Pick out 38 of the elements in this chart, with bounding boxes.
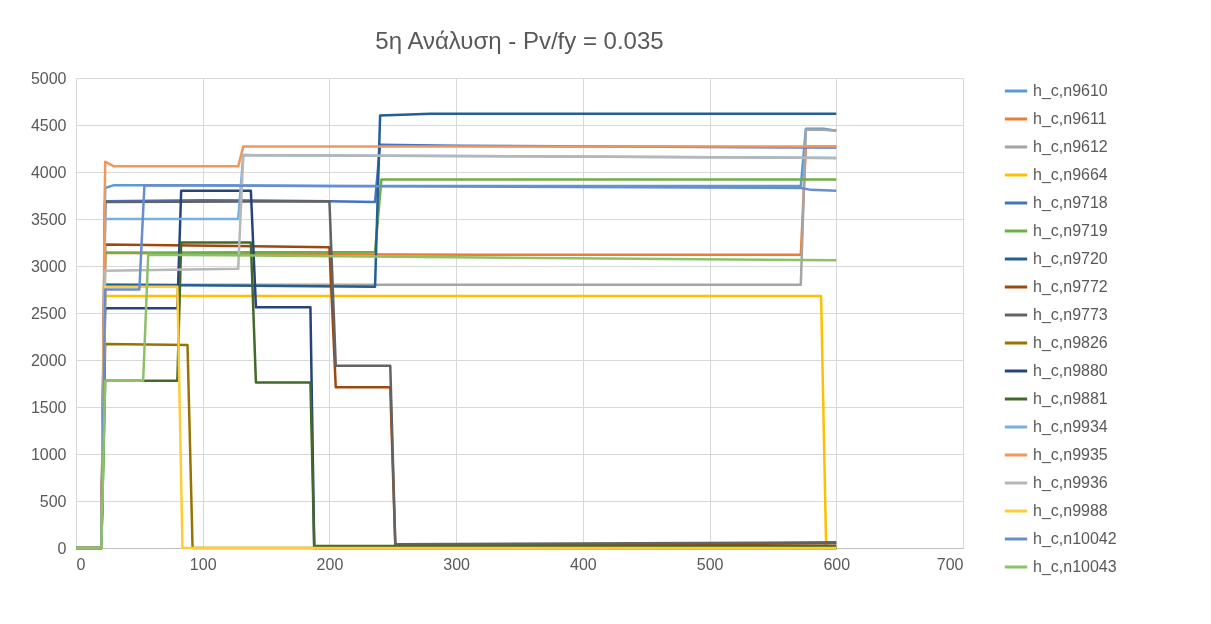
x-tick-label: 400 bbox=[570, 555, 597, 573]
y-tick-label: 2000 bbox=[30, 351, 67, 369]
legend-label: h_c,n9611 bbox=[1033, 110, 1107, 128]
x-tick-label: 600 bbox=[823, 555, 851, 573]
legend-label: h_c,n9720 bbox=[1033, 250, 1108, 268]
y-tick-label: 1500 bbox=[30, 398, 67, 416]
legend-label: h_c,n9880 bbox=[1033, 362, 1108, 380]
legend-label: h_c,n9988 bbox=[1033, 502, 1108, 520]
legend-label: h_c,n10043 bbox=[1033, 558, 1117, 576]
y-tick-label: 5000 bbox=[30, 69, 67, 87]
legend-label: h_c,n9934 bbox=[1033, 418, 1108, 436]
y-tick-label: 4000 bbox=[30, 163, 67, 181]
y-tick-label: 4500 bbox=[30, 116, 67, 134]
y-tick-label: 2500 bbox=[30, 304, 67, 322]
legend-label: h_c,n9773 bbox=[1033, 306, 1108, 324]
y-tick-label: 0 bbox=[57, 539, 67, 557]
y-tick-label: 3500 bbox=[30, 210, 67, 228]
legend-label: h_c,n9719 bbox=[1033, 222, 1108, 240]
legend-label: h_c,n9612 bbox=[1033, 138, 1108, 156]
legend-label: h_c,n9610 bbox=[1033, 82, 1108, 100]
y-tick-label: 3000 bbox=[30, 257, 67, 275]
x-tick-label: 700 bbox=[936, 555, 964, 573]
legend-label: h_c,n9664 bbox=[1033, 166, 1108, 184]
x-tick-label: 100 bbox=[189, 555, 217, 573]
x-tick-label: 500 bbox=[696, 555, 724, 573]
legend-label: h_c,n9881 bbox=[1033, 390, 1108, 408]
y-tick-label: 500 bbox=[39, 492, 67, 510]
legend-label: h_c,n9935 bbox=[1033, 446, 1108, 464]
legend-label: h_c,n10042 bbox=[1033, 530, 1117, 548]
x-tick-label: 300 bbox=[443, 555, 471, 573]
legend-label: h_c,n9826 bbox=[1033, 334, 1108, 352]
chart-title: 5η Ανάλυση - Pv/fy = 0.035 bbox=[375, 27, 664, 54]
x-tick-label: 0 bbox=[76, 555, 86, 573]
legend-label: h_c,n9772 bbox=[1033, 278, 1108, 296]
x-tick-label: 200 bbox=[316, 555, 344, 573]
y-tick-label: 1000 bbox=[30, 445, 67, 463]
legend-label: h_c,n9718 bbox=[1033, 194, 1108, 212]
legend-label: h_c,n9936 bbox=[1033, 474, 1108, 492]
